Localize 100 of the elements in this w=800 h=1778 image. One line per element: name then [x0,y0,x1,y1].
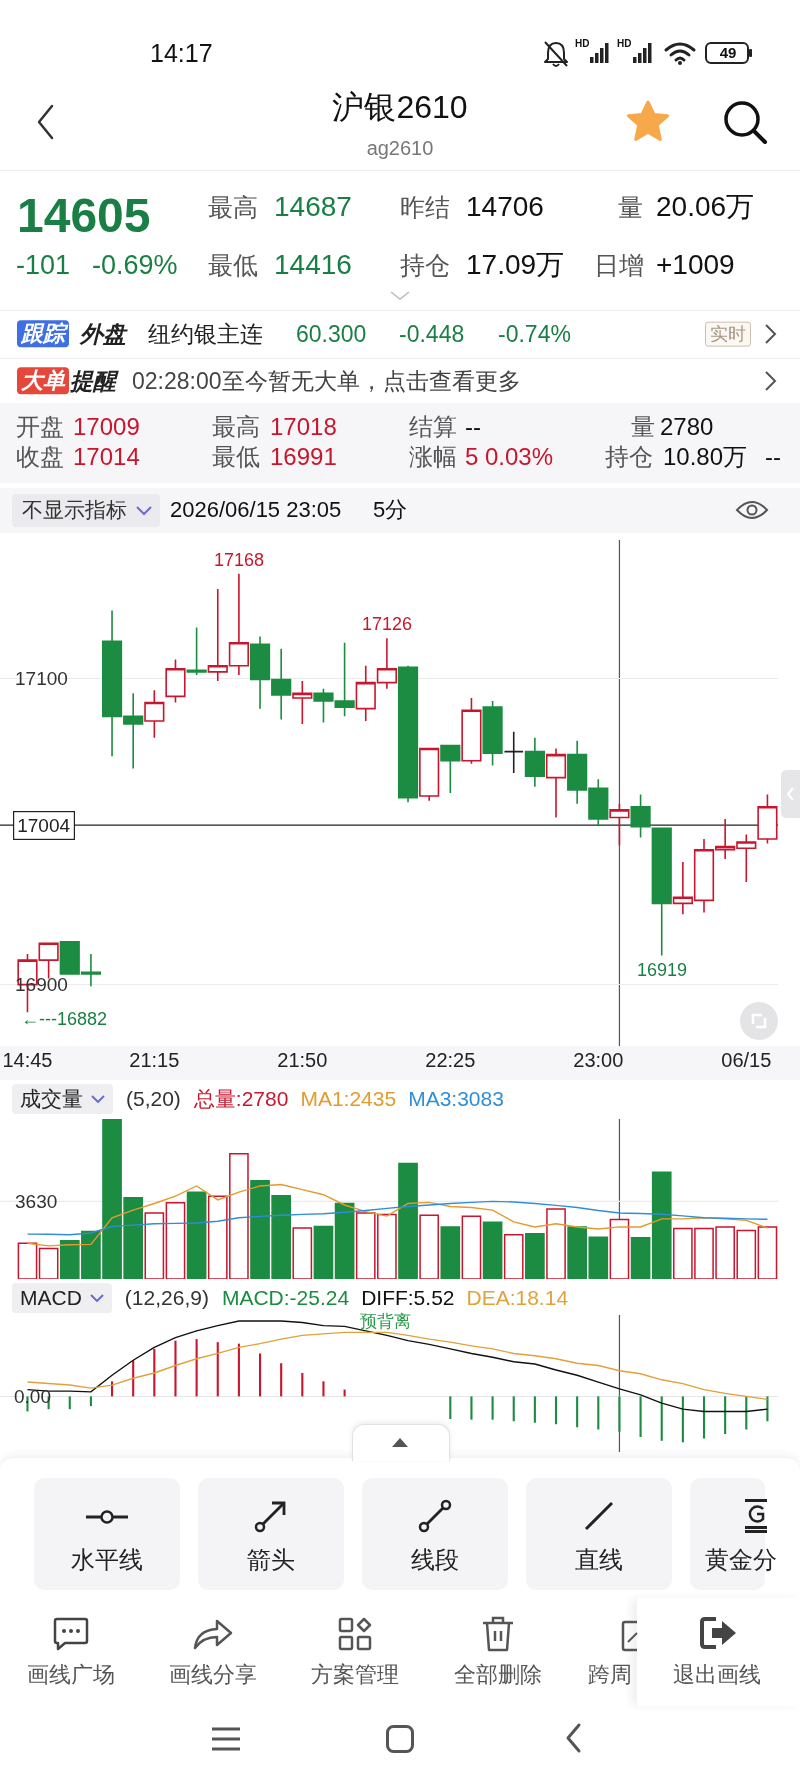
text: +1009 [656,248,735,282]
bar [237,1343,240,1397]
bar [449,1396,452,1419]
bar [660,1396,663,1441]
annotation: 预背离 [360,1312,411,1331]
text: 0.03% [485,443,554,471]
text: 最低 [212,443,260,471]
annotation: ←---16882 [21,1009,108,1029]
bar [68,1396,71,1410]
text: 17018 [270,413,337,441]
bar [195,1339,198,1397]
text: 日增 [594,250,644,280]
text: 水平线 [71,1546,143,1574]
text: 纽约银主连 [148,320,263,348]
bar [503,1233,524,1279]
candlestick [461,697,482,765]
text: 持仓 [400,250,450,280]
candlestick [503,730,524,774]
candlestick [482,700,503,767]
bar [258,1353,262,1397]
dropdown-button: MACD [12,1282,112,1314]
text: 17.09万 [466,248,565,282]
text: 量 [631,413,655,441]
text: 全部删除 [454,1662,542,1688]
text: HD [617,38,632,50]
bar [597,1396,600,1430]
text: 直线 [575,1546,623,1574]
candlestick [609,802,630,846]
text: -- [765,443,781,471]
text: -101 [16,250,71,282]
bar [554,1396,558,1425]
text: 2026/06/15 23:05 [170,497,342,523]
text: 17014 [73,443,140,471]
text: 退出画线 [673,1662,761,1688]
text: 14687 [274,190,352,224]
candlestick [186,626,207,676]
x-tick-label: 06/15 [721,1049,772,1071]
text: 开盘 [16,413,64,441]
text: 49 [719,44,737,62]
text: 跨周 [588,1662,632,1688]
text: 最低 [208,250,258,280]
text: 14416 [274,248,352,282]
bar [651,1171,672,1279]
candlestick [440,744,461,794]
text: 大单 [17,367,69,395]
bar [533,1396,536,1423]
bar [609,1218,630,1279]
bar [38,1247,59,1279]
series-label: DIFF:5.52 [361,1285,455,1311]
candlestick [292,680,313,725]
bar [630,1236,651,1279]
text: 14:17 [150,38,213,68]
text: 箭头 [247,1546,295,1574]
text: 方案管理 [311,1662,399,1688]
annotation: 17126 [362,614,413,634]
text: 20.06万 [656,190,755,224]
text: 量 [618,192,643,222]
text: 不显示指标 [22,497,127,523]
bar [313,1225,334,1279]
text: 外盘 [80,320,126,348]
candlestick [524,737,545,788]
text: 涨幅 [409,443,457,471]
chart-title: MACD [20,1285,82,1311]
text: 16991 [270,443,337,471]
text: 持仓 [605,443,653,471]
bar [757,1226,778,1279]
annotation: 16919 [637,960,688,980]
text: HD [575,38,590,50]
text: 昨结 [400,192,450,222]
bar [491,1396,494,1420]
bar [702,1396,706,1439]
bar [419,1214,440,1279]
series-label: MACD:-25.24 [221,1285,350,1311]
bar [144,1212,165,1279]
text: -0.448 [399,320,465,348]
text: 跟踪 [17,320,69,348]
text: 画线广场 [27,1662,115,1688]
text: 14706 [466,190,544,224]
bar [512,1396,515,1422]
text: 黄金分 [705,1546,777,1574]
x-tick-label: 14:45 [2,1049,53,1071]
bar [301,1373,304,1397]
bar [724,1396,727,1435]
bar [186,1191,207,1279]
candlestick [419,747,440,802]
bar [174,1340,177,1397]
text: 14605 [17,188,151,244]
x-tick-label: 23:00 [573,1049,624,1071]
text: 2780 [660,413,714,441]
text: MA3:3083 [408,1086,504,1112]
text: 10.80万 [663,443,748,471]
bar [482,1221,503,1279]
chart-subtitle: (12,26,9) [124,1285,209,1311]
chart-subtitle: (5,20) [126,1086,181,1112]
bar [17,1242,38,1279]
dropdown-button: 成交量 [12,1083,113,1115]
text: 5 [465,443,479,471]
y-tick-label: 17100 [15,667,68,689]
bar [745,1396,748,1430]
bar [470,1396,473,1420]
